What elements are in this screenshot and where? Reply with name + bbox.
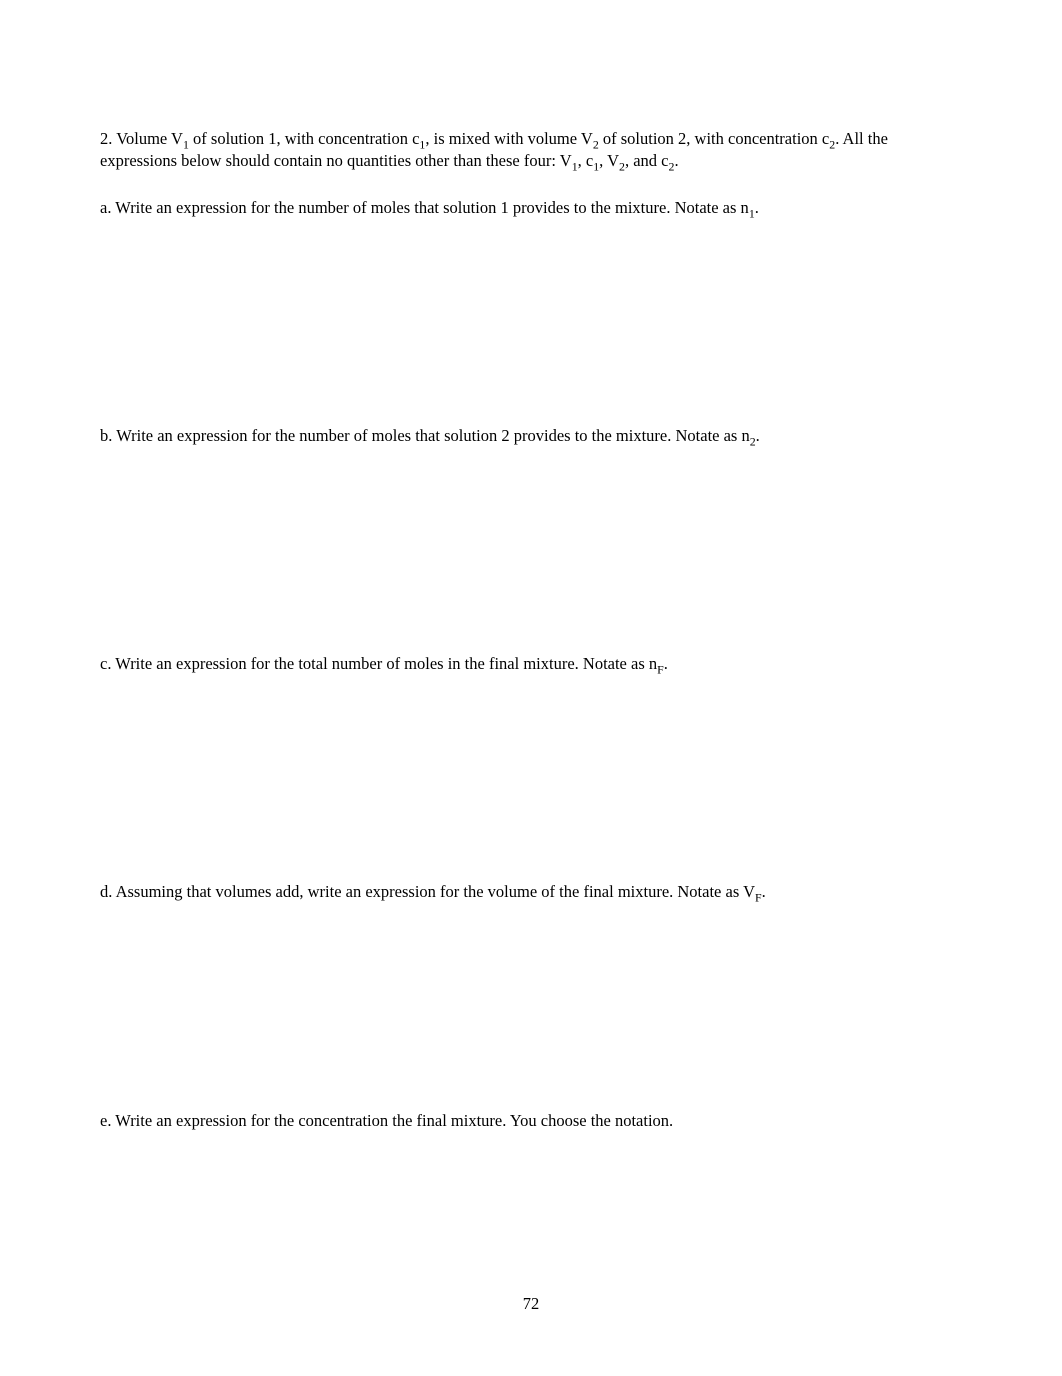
question-text: d. Assuming that volumes add, write an e… — [100, 882, 755, 901]
intro-text: . — [674, 151, 678, 170]
question-b: b. Write an expression for the number of… — [100, 425, 962, 447]
question-d: d. Assuming that volumes add, write an e… — [100, 881, 962, 903]
question-e: e. Write an expression for the concentra… — [100, 1110, 962, 1132]
question-sub: F — [755, 891, 762, 905]
question-sub: F — [657, 662, 664, 676]
intro-text: 2. Volume V — [100, 129, 183, 148]
question-text: c. Write an expression for the total num… — [100, 654, 657, 673]
question-a: a. Write an expression for the number of… — [100, 197, 962, 219]
question-text: e. Write an expression for the concentra… — [100, 1111, 673, 1130]
question-text: . — [756, 426, 760, 445]
intro-text: , is mixed with volume V — [425, 129, 592, 148]
page-number: 72 — [0, 1294, 1062, 1314]
question-c: c. Write an expression for the total num… — [100, 653, 962, 675]
intro-text: of solution 2, with concentration c — [599, 129, 830, 148]
intro-text: , c — [578, 151, 594, 170]
question-text: . — [664, 654, 668, 673]
intro-text: , V — [599, 151, 619, 170]
question-text: . — [762, 882, 766, 901]
question-text: . — [755, 198, 759, 217]
question-text: b. Write an expression for the number of… — [100, 426, 750, 445]
question-text: a. Write an expression for the number of… — [100, 198, 749, 217]
intro-text: , and c — [625, 151, 669, 170]
problem-intro: 2. Volume V1 of solution 1, with concent… — [100, 128, 962, 173]
intro-text: of solution 1, with concentration c — [189, 129, 420, 148]
